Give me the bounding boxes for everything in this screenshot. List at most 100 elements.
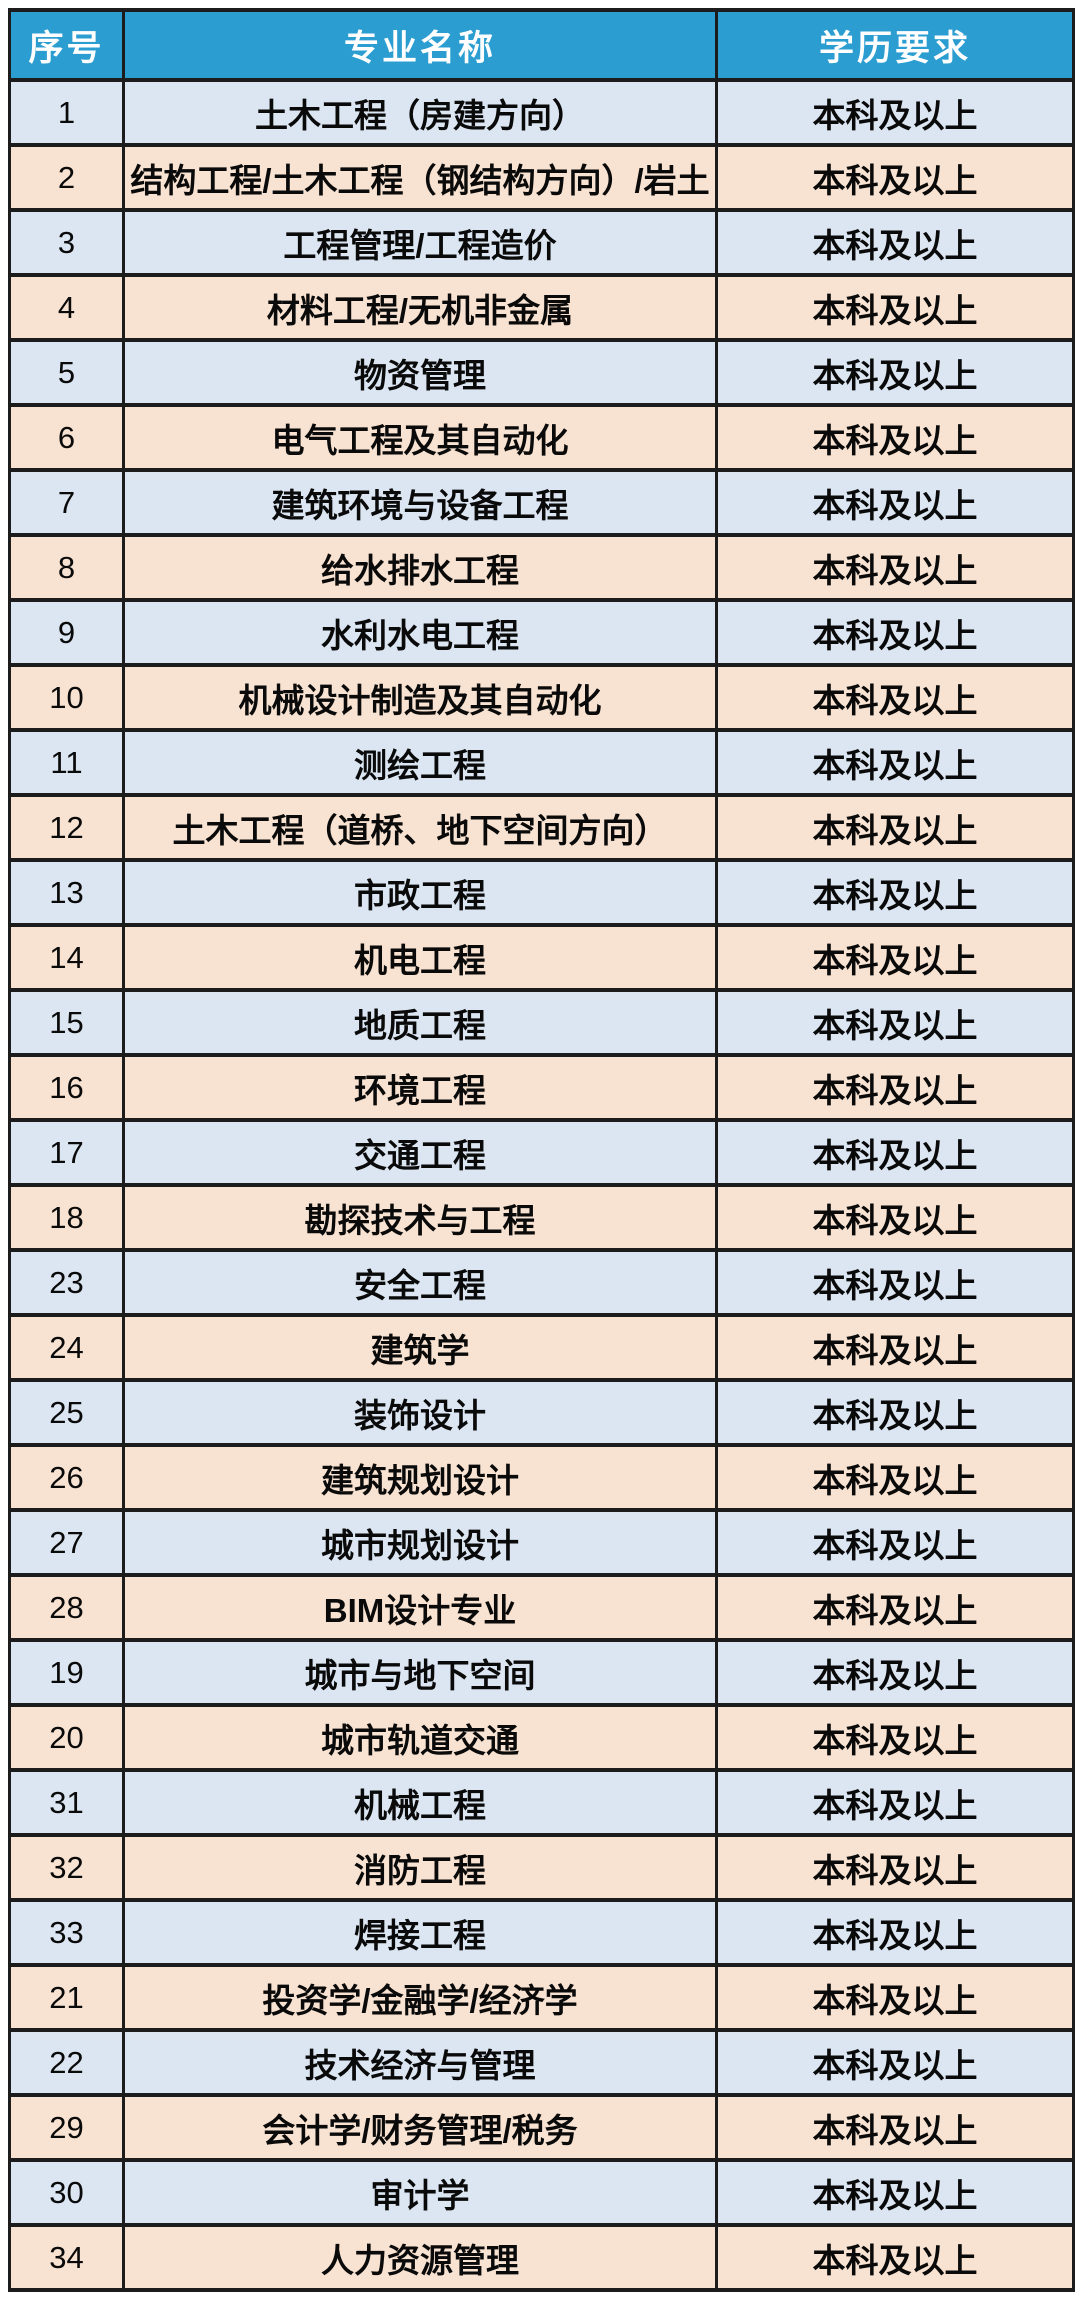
- serial-number-cell: 2: [8, 143, 125, 212]
- table-row: 13 市政工程 本科及以上: [8, 858, 1075, 927]
- major-name-cell: 市政工程: [122, 858, 718, 927]
- education-requirement-cell: 本科及以上: [715, 1183, 1075, 1252]
- education-requirement-cell: 本科及以上: [715, 2093, 1075, 2162]
- education-requirement-cell: 本科及以上: [715, 1313, 1075, 1382]
- table-body: 1 土木工程（房建方向） 本科及以上 2 结构工程/土木工程（钢结构方向）/岩土 本科及以…: [8, 78, 1075, 2292]
- table-row: 23 安全工程 本科及以上: [8, 1248, 1075, 1317]
- major-name-cell: 地质工程: [122, 988, 718, 1057]
- table-row: 34 人力资源管理 本科及以上: [8, 2223, 1075, 2292]
- major-name-cell: 结构工程/土木工程（钢结构方向）/岩土: [122, 143, 718, 212]
- major-name-cell: 水利水电工程: [122, 598, 718, 667]
- table-row: 21 投资学/金融学/经济学 本科及以上: [8, 1963, 1075, 2032]
- table-row: 3 工程管理/工程造价 本科及以上: [8, 208, 1075, 277]
- table-row: 32 消防工程 本科及以上: [8, 1833, 1075, 1902]
- major-name-cell: 建筑环境与设备工程: [122, 468, 718, 537]
- education-requirement-cell: 本科及以上: [715, 273, 1075, 342]
- serial-number-cell: 21: [8, 1963, 125, 2032]
- major-name-cell: 测绘工程: [122, 728, 718, 797]
- education-requirement-cell: 本科及以上: [715, 1963, 1075, 2032]
- table-row: 11 测绘工程 本科及以上: [8, 728, 1075, 797]
- table-row: 26 建筑规划设计 本科及以上: [8, 1443, 1075, 1512]
- serial-number-cell: 23: [8, 1248, 125, 1317]
- serial-number-cell: 4: [8, 273, 125, 342]
- major-name-cell: 工程管理/工程造价: [122, 208, 718, 277]
- education-requirement-cell: 本科及以上: [715, 2028, 1075, 2097]
- serial-number-cell: 22: [8, 2028, 125, 2097]
- education-requirement-cell: 本科及以上: [715, 1378, 1075, 1447]
- education-requirement-cell: 本科及以上: [715, 2223, 1075, 2292]
- major-name-cell: 机电工程: [122, 923, 718, 992]
- education-requirement-cell: 本科及以上: [715, 1898, 1075, 1967]
- major-name-cell: 交通工程: [122, 1118, 718, 1187]
- table-row: 25 装饰设计 本科及以上: [8, 1378, 1075, 1447]
- serial-number-cell: 25: [8, 1378, 125, 1447]
- serial-number-cell: 26: [8, 1443, 125, 1512]
- major-name-cell: 投资学/金融学/经济学: [122, 1963, 718, 2032]
- table-row: 4 材料工程/无机非金属 本科及以上: [8, 273, 1075, 342]
- table-row: 2 结构工程/土木工程（钢结构方向）/岩土 本科及以上: [8, 143, 1075, 212]
- education-requirement-cell: 本科及以上: [715, 1638, 1075, 1707]
- serial-number-cell: 1: [8, 78, 125, 147]
- serial-number-cell: 13: [8, 858, 125, 927]
- table-row: 9 水利水电工程 本科及以上: [8, 598, 1075, 667]
- education-requirement-cell: 本科及以上: [715, 468, 1075, 537]
- education-requirement-cell: 本科及以上: [715, 1508, 1075, 1577]
- education-requirement-cell: 本科及以上: [715, 1248, 1075, 1317]
- serial-number-cell: 33: [8, 1898, 125, 1967]
- serial-number-cell: 29: [8, 2093, 125, 2162]
- table-row: 12 土木工程（道桥、地下空间方向） 本科及以上: [8, 793, 1075, 862]
- table-row: 33 焊接工程 本科及以上: [8, 1898, 1075, 1967]
- major-name-cell: 材料工程/无机非金属: [122, 273, 718, 342]
- serial-number-cell: 19: [8, 1638, 125, 1707]
- major-name-cell: 土木工程（房建方向）: [122, 78, 718, 147]
- serial-number-cell: 9: [8, 598, 125, 667]
- serial-number-cell: 18: [8, 1183, 125, 1252]
- serial-number-cell: 10: [8, 663, 125, 732]
- major-name-cell: 城市轨道交通: [122, 1703, 718, 1772]
- major-name-cell: 城市规划设计: [122, 1508, 718, 1577]
- table-row: 19 城市与地下空间 本科及以上: [8, 1638, 1075, 1707]
- education-requirement-cell: 本科及以上: [715, 208, 1075, 277]
- major-name-cell: 机械设计制造及其自动化: [122, 663, 718, 732]
- education-requirement-cell: 本科及以上: [715, 858, 1075, 927]
- table-row: 17 交通工程 本科及以上: [8, 1118, 1075, 1187]
- table-row: 1 土木工程（房建方向） 本科及以上: [8, 78, 1075, 147]
- education-requirement-cell: 本科及以上: [715, 793, 1075, 862]
- major-name-cell: 人力资源管理: [122, 2223, 718, 2292]
- serial-number-cell: 6: [8, 403, 125, 472]
- serial-number-cell: 31: [8, 1768, 125, 1837]
- major-name-cell: 电气工程及其自动化: [122, 403, 718, 472]
- serial-number-cell: 15: [8, 988, 125, 1057]
- education-requirement-cell: 本科及以上: [715, 78, 1075, 147]
- serial-number-cell: 3: [8, 208, 125, 277]
- major-name-cell: 消防工程: [122, 1833, 718, 1902]
- table-row: 10 机械设计制造及其自动化 本科及以上: [8, 663, 1075, 732]
- education-requirement-cell: 本科及以上: [715, 2158, 1075, 2227]
- serial-number-cell: 16: [8, 1053, 125, 1122]
- serial-number-cell: 30: [8, 2158, 125, 2227]
- major-name-cell: 给水排水工程: [122, 533, 718, 602]
- table-row: 7 建筑环境与设备工程 本科及以上: [8, 468, 1075, 537]
- major-name-cell: 焊接工程: [122, 1898, 718, 1967]
- table-row: 18 勘探技术与工程 本科及以上: [8, 1183, 1075, 1252]
- major-name-cell: 土木工程（道桥、地下空间方向）: [122, 793, 718, 862]
- major-name-cell: 会计学/财务管理/税务: [122, 2093, 718, 2162]
- education-requirement-cell: 本科及以上: [715, 143, 1075, 212]
- major-name-cell: 城市与地下空间: [122, 1638, 718, 1707]
- serial-number-cell: 17: [8, 1118, 125, 1187]
- serial-number-cell: 32: [8, 1833, 125, 1902]
- education-requirement-cell: 本科及以上: [715, 1053, 1075, 1122]
- table-row: 16 环境工程 本科及以上: [8, 1053, 1075, 1122]
- table-row: 29 会计学/财务管理/税务 本科及以上: [8, 2093, 1075, 2162]
- table-row: 31 机械工程 本科及以上: [8, 1768, 1075, 1837]
- education-requirement-cell: 本科及以上: [715, 1443, 1075, 1512]
- table-row: 6 电气工程及其自动化 本科及以上: [8, 403, 1075, 472]
- table-row: 8 给水排水工程 本科及以上: [8, 533, 1075, 602]
- table-row: 5 物资管理 本科及以上: [8, 338, 1075, 407]
- table-row: 14 机电工程 本科及以上: [8, 923, 1075, 992]
- education-requirement-cell: 本科及以上: [715, 923, 1075, 992]
- table-row: 27 城市规划设计 本科及以上: [8, 1508, 1075, 1577]
- major-name-cell: 建筑学: [122, 1313, 718, 1382]
- serial-number-cell: 11: [8, 728, 125, 797]
